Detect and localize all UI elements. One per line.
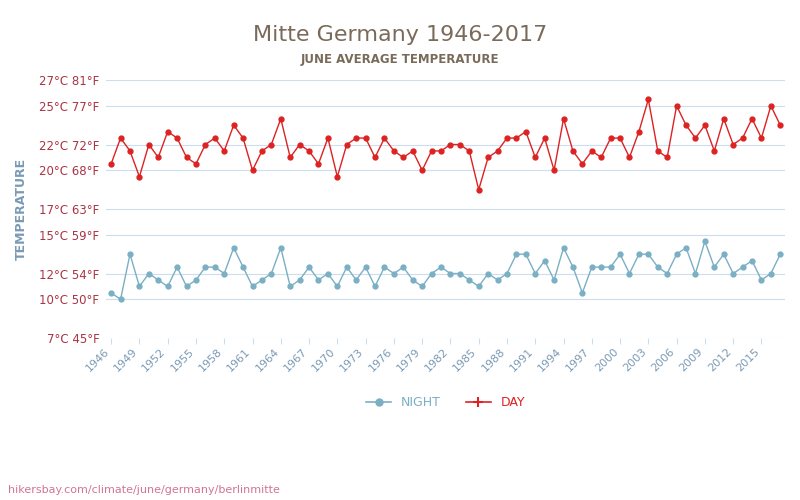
Y-axis label: TEMPERATURE: TEMPERATURE <box>15 158 28 260</box>
Legend: NIGHT, DAY: NIGHT, DAY <box>361 392 530 414</box>
Text: Mitte Germany 1946-2017: Mitte Germany 1946-2017 <box>253 25 547 45</box>
Text: JUNE AVERAGE TEMPERATURE: JUNE AVERAGE TEMPERATURE <box>301 52 499 66</box>
Text: hikersbay.com/climate/june/germany/berlinmitte: hikersbay.com/climate/june/germany/berli… <box>8 485 280 495</box>
